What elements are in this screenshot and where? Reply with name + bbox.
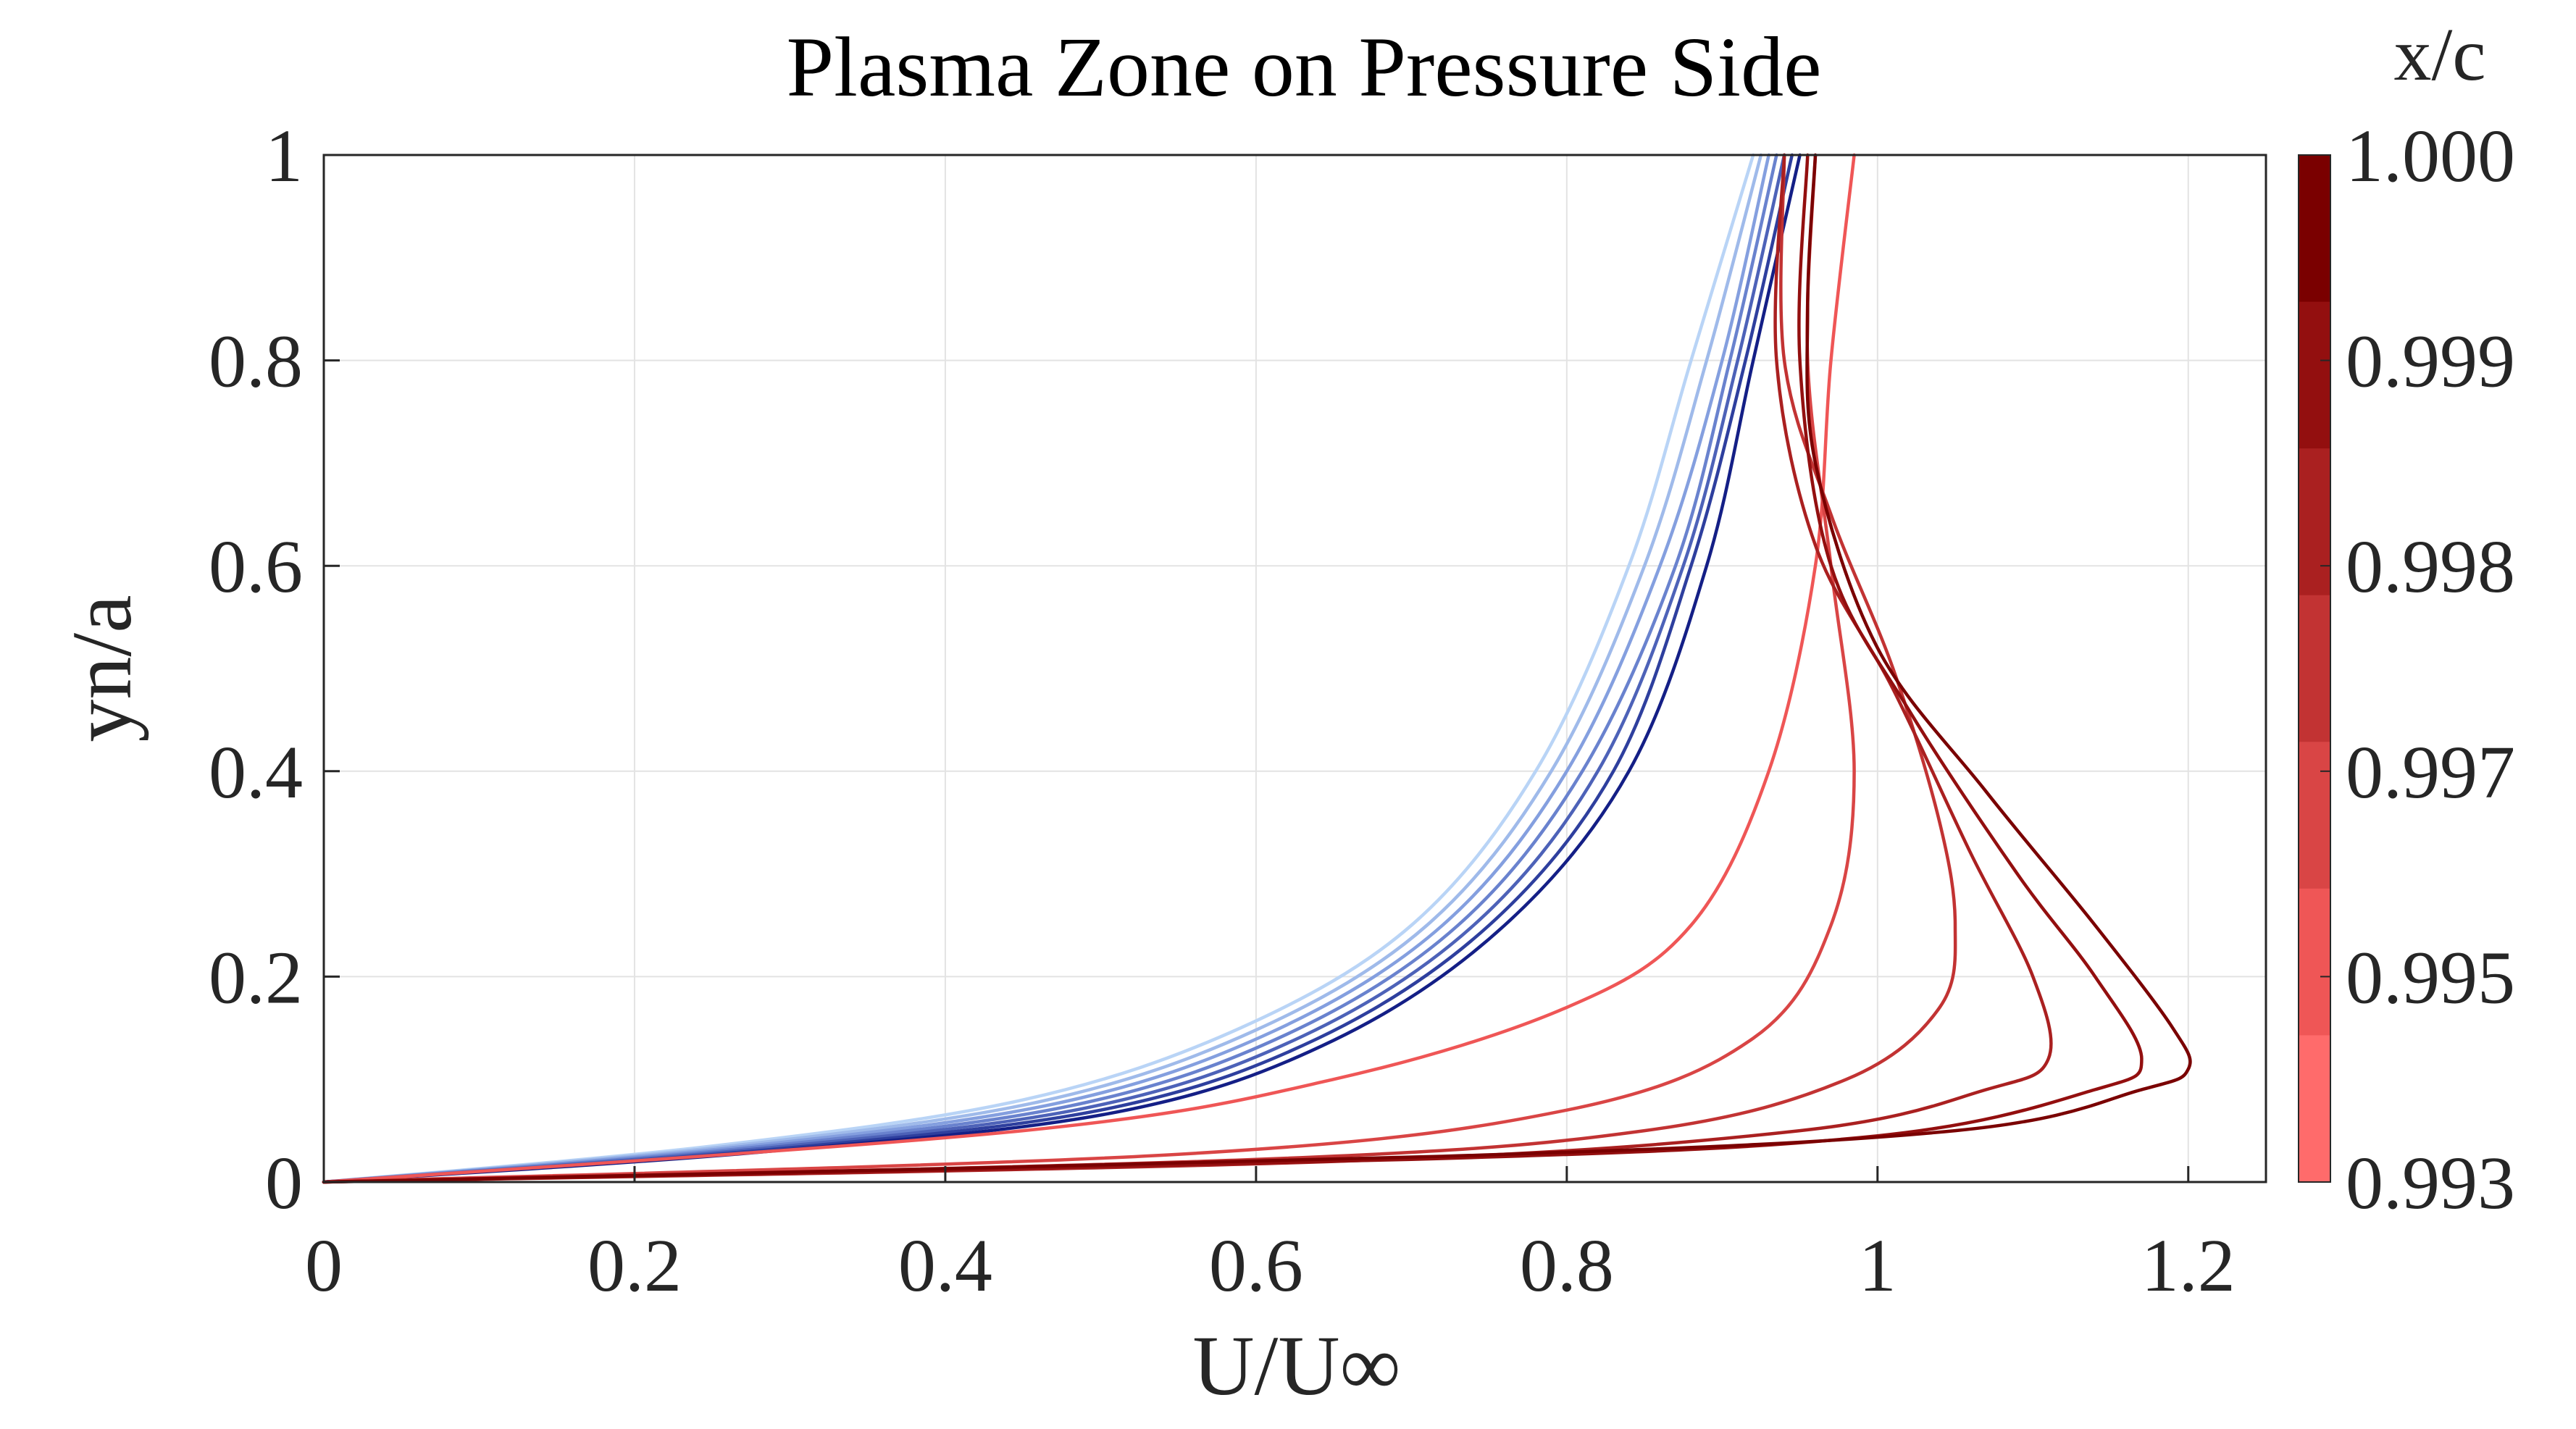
colorbar: 1.000 0.999 0.998 0.997 0.995 0.993 <box>2298 114 2515 1225</box>
series-line-red <box>322 153 1856 1184</box>
series-line-blue <box>322 153 1770 1184</box>
series-line-blue <box>322 153 1778 1184</box>
colorbar-segment <box>2299 448 2330 596</box>
colorbar-tick-label: 0.995 <box>2346 936 2515 1019</box>
colorbar-segment <box>2299 301 2330 449</box>
x-tick-label: 0.4 <box>898 1224 992 1307</box>
x-tick-label: 0.6 <box>1209 1224 1303 1307</box>
series-line-blue <box>322 153 1786 1184</box>
x-tick-label: 0.2 <box>587 1224 682 1307</box>
colorbar-segment <box>2299 742 2330 889</box>
y-tick-label: 0.4 <box>209 731 303 814</box>
series-line-red <box>322 153 2144 1184</box>
colorbar-segment <box>2299 1035 2330 1183</box>
colorbar-tick-label: 0.993 <box>2346 1141 2515 1225</box>
y-axis-label: yn/a <box>54 595 149 742</box>
chart-title: Plasma Zone on Pressure Side <box>787 20 1822 114</box>
y-tick-label: 0.8 <box>209 320 303 403</box>
colorbar-title: x/c <box>2393 13 2485 96</box>
colorbar-frame <box>2298 154 2331 1183</box>
x-axis-ticks: 0 0.2 0.4 0.6 0.8 1 1.2 <box>305 1166 2236 1307</box>
y-tick-label: 1 <box>265 114 303 198</box>
colorbar-tick-label: 0.999 <box>2346 320 2515 403</box>
plot-area-frame <box>322 154 2267 1183</box>
y-axis-ticks: 0 0.2 0.4 0.6 0.8 1 <box>209 114 340 1225</box>
colorbar-segment <box>2299 155 2330 303</box>
x-tick-label: 0 <box>305 1224 343 1307</box>
y-tick-label: 0.2 <box>209 936 303 1019</box>
colorbar-segment <box>2299 595 2330 742</box>
colorbar-tick-label: 0.997 <box>2346 731 2515 814</box>
x-axis-label: U/U∞ <box>1192 1318 1400 1413</box>
y-tick-label: 0.6 <box>209 525 303 608</box>
colorbar-tick-label: 0.998 <box>2346 525 2515 608</box>
curves <box>322 153 2192 1184</box>
x-tick-label: 1.2 <box>2141 1224 2236 1307</box>
x-tick-label: 0.8 <box>1520 1224 1614 1307</box>
series-line-red <box>322 153 2192 1184</box>
colorbar-segment <box>2299 888 2330 1036</box>
x-tick-label: 1 <box>1859 1224 1897 1307</box>
y-tick-label: 0 <box>265 1141 303 1225</box>
series-line-blue <box>322 153 1763 1184</box>
series-line-blue <box>322 153 1755 1184</box>
colorbar-tick-label: 1.000 <box>2346 114 2515 198</box>
